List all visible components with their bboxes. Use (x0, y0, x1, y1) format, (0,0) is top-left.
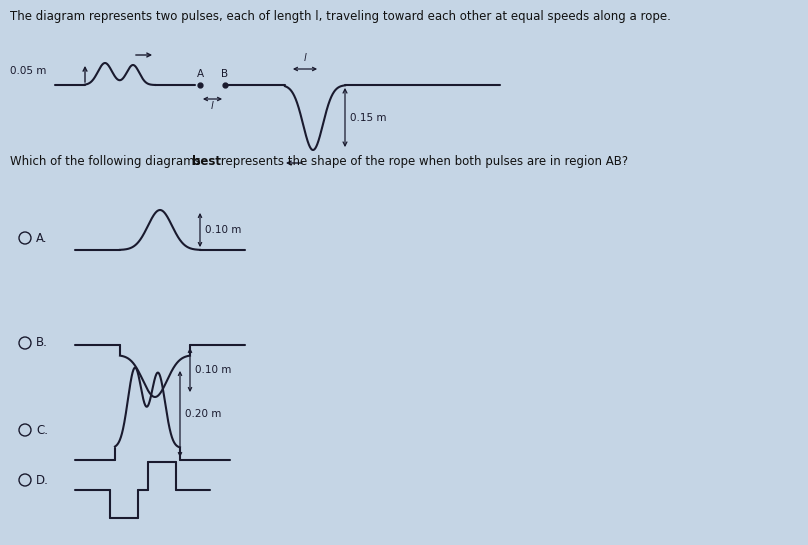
Text: represents the shape of the rope when both pulses are in region AB?: represents the shape of the rope when bo… (217, 155, 628, 168)
Text: The diagram represents two pulses, each of length l, traveling toward each other: The diagram represents two pulses, each … (10, 10, 671, 23)
Text: Which of the following diagrams: Which of the following diagrams (10, 155, 204, 168)
Text: D.: D. (36, 474, 48, 487)
Text: B: B (221, 69, 229, 79)
Text: B.: B. (36, 336, 48, 349)
Text: best: best (192, 155, 221, 168)
Text: 0.15 m: 0.15 m (350, 113, 386, 123)
Text: l: l (211, 101, 214, 111)
Text: l: l (304, 53, 306, 63)
Text: A: A (196, 69, 204, 79)
Text: 0.20 m: 0.20 m (185, 409, 221, 419)
Text: 0.10 m: 0.10 m (195, 365, 231, 375)
Text: A.: A. (36, 232, 48, 245)
Text: 0.10 m: 0.10 m (205, 225, 242, 235)
Text: C.: C. (36, 423, 48, 437)
Text: 0.05 m: 0.05 m (10, 66, 46, 76)
